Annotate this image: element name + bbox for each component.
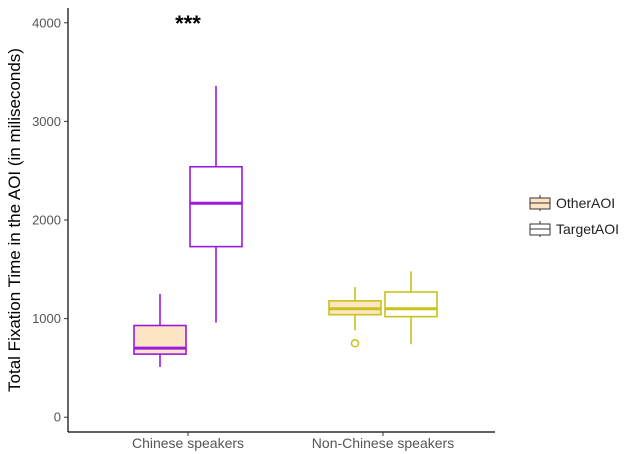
box-targetaoi-chinese — [189, 85, 243, 323]
y-tick-label: 0 — [54, 410, 61, 425]
legend: OtherAOI TargetAOI — [529, 195, 619, 237]
axes: 0 1000 2000 3000 4000 Chinese speakers Non-Chi… — [5, 8, 495, 451]
box-body — [384, 291, 438, 318]
boxes: *** — [133, 11, 438, 367]
legend-label: TargetAOI — [556, 221, 619, 237]
y-tick-label: 2000 — [32, 213, 61, 228]
x-tick-label: Non-Chinese speakers — [312, 435, 454, 451]
legend-item-otheraoi: OtherAOI — [529, 195, 615, 211]
y-tick-label: 1000 — [32, 311, 61, 326]
significance-label: *** — [175, 11, 201, 36]
y-axis-title: Total Fixation Time in the AOI (in milis… — [5, 48, 24, 392]
box-otheraoi-non-chinese — [328, 287, 382, 348]
x-tick-label: Chinese speakers — [132, 435, 244, 451]
legend-item-targetaoi: TargetAOI — [529, 221, 619, 237]
legend-label: OtherAOI — [556, 195, 615, 211]
box-targetaoi-non-chinese — [384, 271, 438, 345]
box-body — [189, 165, 243, 248]
y-tick-label: 3000 — [32, 114, 61, 129]
box-otheraoi-chinese — [133, 293, 187, 367]
y-tick-label: 4000 — [32, 15, 61, 30]
outlier-point — [350, 339, 360, 348]
box-body — [133, 324, 187, 355]
